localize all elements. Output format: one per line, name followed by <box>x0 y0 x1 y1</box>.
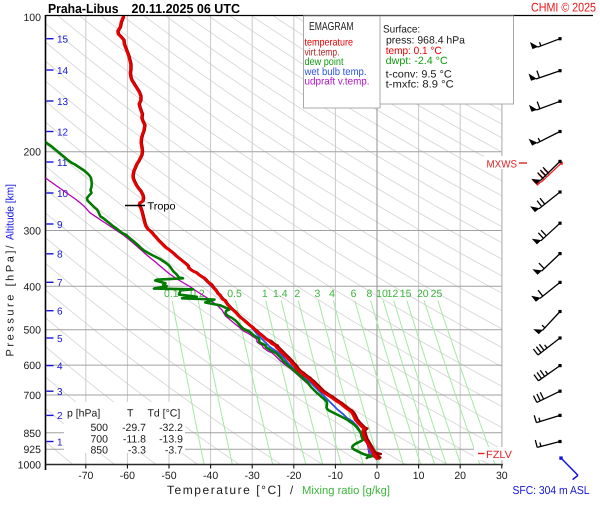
svg-text:200: 200 <box>23 147 41 159</box>
svg-text:2: 2 <box>57 411 63 422</box>
svg-text:8: 8 <box>366 288 372 300</box>
svg-text:-70: -70 <box>78 470 93 482</box>
svg-text:25: 25 <box>431 288 443 300</box>
svg-text:13: 13 <box>57 97 69 108</box>
svg-text:MXWS: MXWS <box>487 159 518 171</box>
svg-text:t-mxfc: 8.9 °C: t-mxfc: 8.9 °C <box>386 79 454 91</box>
svg-text:100: 100 <box>23 12 41 24</box>
svg-text:Td [°C]: Td [°C] <box>148 408 181 420</box>
svg-text:udpraft v.temp.: udpraft v.temp. <box>305 76 370 88</box>
svg-text:press: 968.4 hPa: press: 968.4 hPa <box>386 34 465 46</box>
svg-text:1: 1 <box>262 288 268 300</box>
svg-text:dew point: dew point <box>305 56 344 68</box>
svg-text:-3.3: -3.3 <box>128 445 146 457</box>
svg-text:300: 300 <box>23 226 41 238</box>
svg-text:-30: -30 <box>245 470 260 482</box>
svg-text:Surface:: Surface: <box>383 24 420 36</box>
svg-text:30: 30 <box>496 470 508 482</box>
svg-text:virt.temp.: virt.temp. <box>305 46 340 58</box>
svg-text:-60: -60 <box>120 470 135 482</box>
svg-text:9: 9 <box>57 220 63 231</box>
svg-text:Praha-Libus: Praha-Libus <box>48 1 119 16</box>
svg-text:2: 2 <box>294 288 300 300</box>
svg-text:400: 400 <box>23 281 41 293</box>
svg-text:Temperature [°C]: Temperature [°C] <box>167 483 281 497</box>
svg-text:925: 925 <box>23 444 41 456</box>
svg-text:temp: 0.1 °C: temp: 0.1 °C <box>386 45 442 57</box>
svg-text:20: 20 <box>454 470 466 482</box>
svg-text:1.4: 1.4 <box>273 288 288 300</box>
svg-text:700: 700 <box>23 390 41 402</box>
svg-text:500: 500 <box>23 325 41 337</box>
svg-text:1: 1 <box>57 437 63 448</box>
svg-text:6: 6 <box>57 307 63 318</box>
svg-text:1000: 1000 <box>18 459 42 471</box>
svg-text:EMAGRAM: EMAGRAM <box>309 21 354 33</box>
svg-text:temperature: temperature <box>305 37 354 49</box>
svg-text:-50: -50 <box>161 470 176 482</box>
svg-text:12: 12 <box>57 127 69 138</box>
svg-text:8: 8 <box>57 250 63 261</box>
svg-text:/: / <box>290 485 294 497</box>
svg-text:-20: -20 <box>286 470 301 482</box>
svg-text:dwpt: -2.4 °C: dwpt: -2.4 °C <box>386 55 448 67</box>
svg-text:500: 500 <box>90 422 108 434</box>
svg-text:14: 14 <box>57 66 69 77</box>
svg-text:4: 4 <box>57 361 63 372</box>
svg-text:15: 15 <box>57 35 69 46</box>
svg-text:6: 6 <box>351 288 357 300</box>
svg-text:3: 3 <box>314 288 320 300</box>
svg-text:T: T <box>127 408 134 420</box>
svg-text:4: 4 <box>329 288 335 300</box>
svg-text:0.1: 0.1 <box>164 288 179 300</box>
svg-text:15: 15 <box>400 288 412 300</box>
svg-text:3: 3 <box>57 387 63 398</box>
svg-text:CHMI © 2025: CHMI © 2025 <box>531 1 596 15</box>
svg-text:0: 0 <box>374 470 380 482</box>
svg-text:-32.2: -32.2 <box>159 422 183 434</box>
svg-text:SFC: 304 m ASL: SFC: 304 m ASL <box>513 485 591 497</box>
svg-text:wet bulb temp.: wet bulb temp. <box>304 66 367 78</box>
svg-text:Tropo: Tropo <box>148 201 176 213</box>
svg-text:850: 850 <box>23 428 41 440</box>
svg-text:10: 10 <box>57 189 69 200</box>
svg-text:-3.7: -3.7 <box>165 445 183 457</box>
svg-text:11: 11 <box>57 158 68 169</box>
svg-text:10: 10 <box>413 470 425 482</box>
svg-text:10: 10 <box>376 288 388 300</box>
svg-text:850: 850 <box>90 445 108 457</box>
svg-text:Altitude [km]: Altitude [km] <box>5 184 17 240</box>
svg-text:12: 12 <box>387 288 399 300</box>
svg-text:Pressure [hPa]: Pressure [hPa] <box>5 251 17 357</box>
svg-text:Mixing ratio [g/kg]: Mixing ratio [g/kg] <box>302 485 390 497</box>
svg-text:-40: -40 <box>203 470 218 482</box>
svg-text:/: / <box>5 245 17 249</box>
svg-text:0.5: 0.5 <box>227 288 242 300</box>
svg-text:-29.7: -29.7 <box>122 422 146 434</box>
svg-text:20: 20 <box>417 288 429 300</box>
svg-text:700: 700 <box>90 434 108 446</box>
svg-text:20.11.2025 06 UTC: 20.11.2025 06 UTC <box>132 1 241 16</box>
svg-text:FZLV: FZLV <box>486 449 512 461</box>
svg-text:t-conv: 9.5 °C: t-conv: 9.5 °C <box>386 68 452 80</box>
svg-text:-11.8: -11.8 <box>123 434 146 446</box>
svg-text:600: 600 <box>23 360 41 372</box>
svg-text:7: 7 <box>57 278 63 289</box>
svg-text:-13.9: -13.9 <box>159 434 183 446</box>
svg-text:5: 5 <box>57 334 63 345</box>
svg-text:-10: -10 <box>328 470 343 482</box>
svg-text:p [hPa]: p [hPa] <box>67 408 100 420</box>
